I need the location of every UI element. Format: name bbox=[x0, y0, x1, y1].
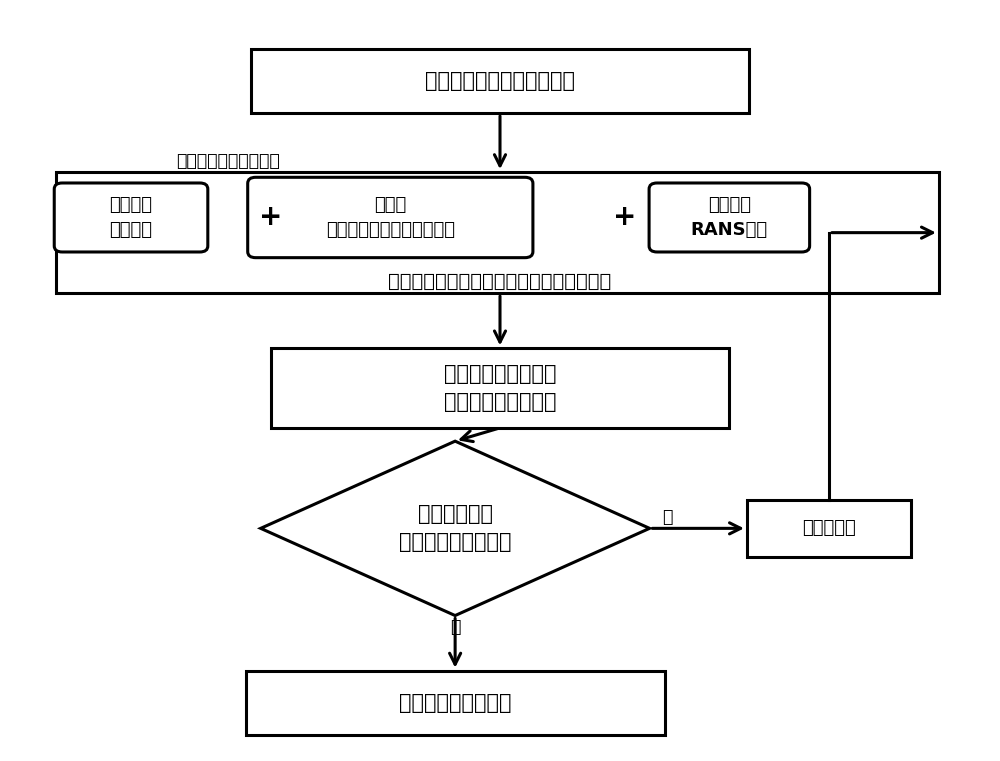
Text: 提取分布式体积力源项: 提取分布式体积力源项 bbox=[176, 151, 280, 170]
FancyBboxPatch shape bbox=[649, 183, 810, 252]
Text: 叶片域
分布式力源体积力模型方法: 叶片域 分布式力源体积力模型方法 bbox=[326, 196, 455, 239]
Text: 进一步节流: 进一步节流 bbox=[802, 519, 856, 537]
Bar bbox=[246, 670, 665, 735]
Bar bbox=[747, 500, 911, 557]
FancyBboxPatch shape bbox=[248, 177, 533, 258]
Text: 获得进气畸变情况下
压气机负荷空间分布: 获得进气畸变情况下 压气机负荷空间分布 bbox=[444, 364, 556, 412]
Bar bbox=[251, 49, 749, 113]
Text: +: + bbox=[613, 203, 636, 231]
Text: 否: 否 bbox=[662, 508, 673, 526]
Bar bbox=[271, 349, 729, 428]
Bar bbox=[56, 172, 939, 293]
Text: 是否存在区域
达到压气机临界负荷: 是否存在区域 达到压气机临界负荷 bbox=[399, 505, 511, 552]
Text: +: + bbox=[259, 203, 282, 231]
Text: 进口给定
畸变条件: 进口给定 畸变条件 bbox=[110, 196, 153, 239]
Text: 是: 是 bbox=[450, 618, 460, 636]
FancyBboxPatch shape bbox=[54, 183, 208, 252]
Text: 获得压气机稳定边界: 获得压气机稳定边界 bbox=[399, 693, 511, 713]
Text: 开展压气机单通道数值模拟: 开展压气机单通道数值模拟 bbox=[425, 71, 575, 91]
Text: 开展进气畸变情况下的压气机全周数值模拟: 开展进气畸变情况下的压气机全周数值模拟 bbox=[388, 272, 612, 291]
Polygon shape bbox=[261, 441, 650, 616]
Text: 非叶片域
RANS方法: 非叶片域 RANS方法 bbox=[691, 196, 768, 239]
